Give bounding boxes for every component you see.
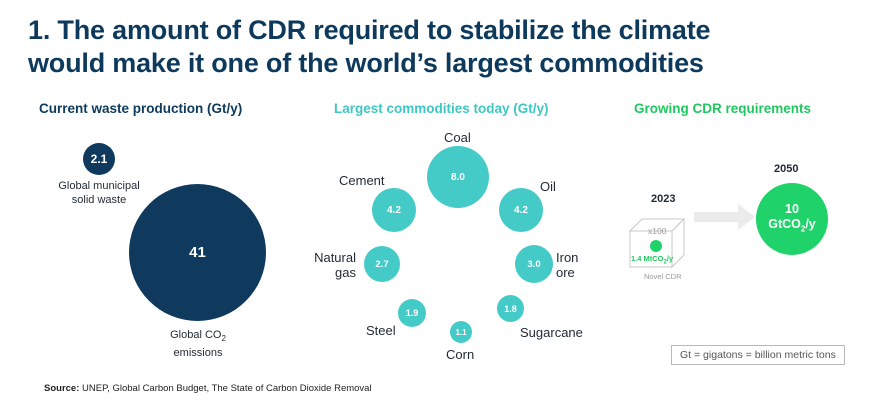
multiplier-label: x100 [648,226,667,236]
commodities-heading: Largest commodities today (Gt/y) [334,101,549,116]
natural-gas-label: Natural gas [314,250,356,280]
source-line: Source: UNEP, Global Carbon Budget, The … [44,383,372,394]
oil-label: Oil [540,179,556,194]
cdr-2050-unit: GtCO2/y [768,216,816,234]
sugarcane-label: Sugarcane [520,325,583,340]
page-title: 1. The amount of CDR required to stabili… [28,14,878,80]
steel-circle: 1.9 [398,299,426,327]
steel-label: Steel [366,323,396,338]
cement-label: Cement [339,173,385,188]
municipal-waste-circle: 2.1 [83,143,115,175]
cdr-heading: Growing CDR requirements [634,101,812,116]
year-2023-label: 2023 [651,193,676,205]
sugarcane-value: 1.8 [504,303,517,314]
municipal-waste-label: Global municipal solid waste [58,180,140,206]
cement-circle: 4.2 [372,188,416,232]
value-2023-dot [650,240,662,252]
co2-emissions-value: 41 [189,244,206,261]
corn-value: 1.1 [455,327,467,337]
natural-gas-circle: 2.7 [364,246,400,282]
title-line-1: 1. The amount of CDR required to stabili… [28,15,711,45]
waste-heading: Current waste production (Gt/y) [39,101,243,116]
iron-ore-label: Iron ore [556,250,579,280]
title-line-2: would make it one of the world’s largest… [28,48,704,78]
sugarcane-circle: 1.8 [497,295,524,322]
cdr-2050-circle: 10 GtCO2/y [756,183,828,255]
value-2023-label: 1.4 MtCO2/y [631,254,674,266]
cement-value: 4.2 [387,204,401,216]
coal-value: 8.0 [451,171,465,183]
co2-emissions-circle: 41 [129,184,266,321]
iron-ore-circle: 3.0 [515,245,553,283]
novel-cdr-label: Novel CDR [644,272,682,281]
coal-label: Coal [444,130,471,145]
gigaton-note: Gt = gigatons = billion metric tons [671,345,845,365]
steel-value: 1.9 [405,308,419,318]
iron-ore-value: 3.0 [527,258,541,270]
natural-gas-value: 2.7 [375,258,389,270]
oil-circle: 4.2 [499,188,543,232]
oil-value: 4.2 [514,204,528,216]
co2-emissions-label: Global CO2 emissions [170,329,226,360]
coal-circle: 8.0 [427,146,489,208]
corn-label: Corn [446,347,475,362]
growth-arrow-icon [694,204,755,230]
corn-circle: 1.1 [450,321,472,343]
year-2050-label: 2050 [774,163,799,175]
municipal-waste-value: 2.1 [90,152,108,166]
cdr-2050-value: 10 [785,201,799,216]
